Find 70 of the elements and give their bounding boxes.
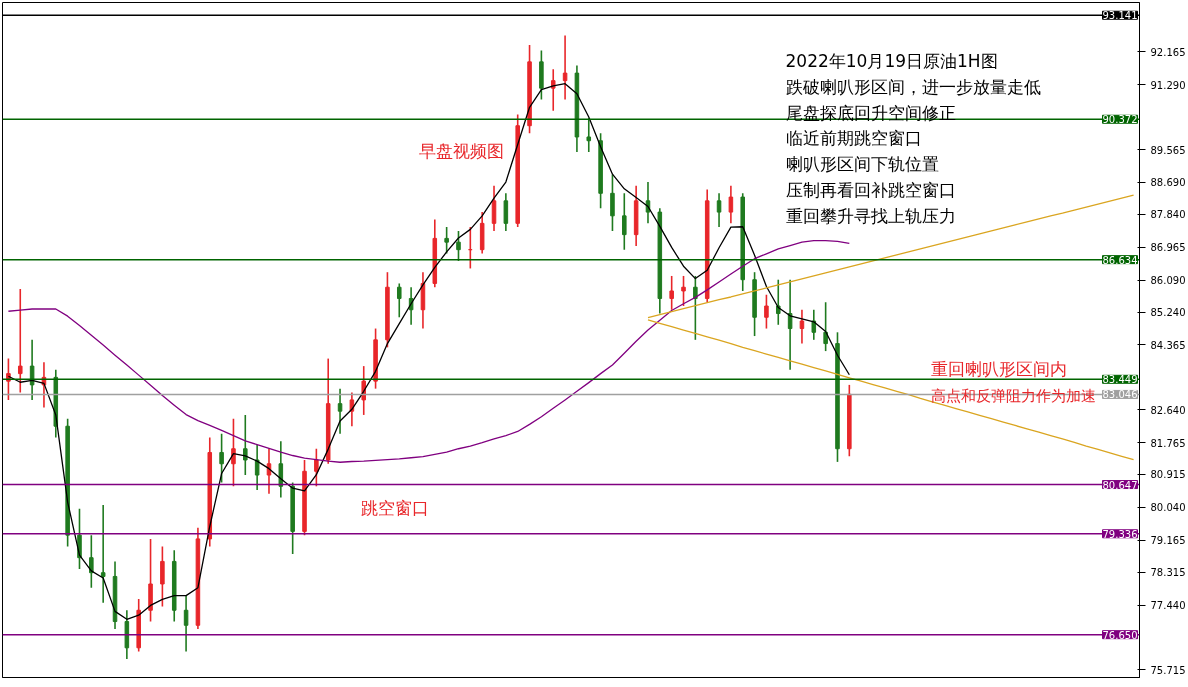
annotation: 高点和反弹阻力作为加速	[930, 386, 1096, 405]
candlestick	[681, 275, 686, 307]
annotation: 跌破喇叭形区间，进一步放量走低	[785, 76, 1041, 97]
y-tick-label: 88.690	[1150, 177, 1186, 189]
y-tick-label: 80.915	[1150, 469, 1186, 481]
annotation: 重回喇叭形区间内	[930, 358, 1067, 379]
candlestick	[811, 308, 817, 341]
y-tick-label: 82.640	[1150, 404, 1186, 416]
candlestick	[669, 275, 674, 311]
candlestick	[278, 440, 284, 499]
y-tick-label: 92.165	[1150, 46, 1186, 58]
y-tick-label: 86.965	[1150, 242, 1186, 254]
candlestick	[550, 68, 556, 112]
candlestick	[503, 192, 509, 232]
annotation: 临近前期跳空窗口	[785, 127, 922, 148]
candlestick	[823, 301, 828, 352]
ref-line-label: 93.141	[1102, 10, 1138, 22]
annotation: 喇叭形区间下轨位置	[785, 153, 939, 174]
candlestick	[728, 185, 734, 225]
candlestick	[716, 192, 722, 228]
annotation: 压制再看回补跳空窗口	[785, 179, 956, 200]
y-tick-label: 85.240	[1150, 307, 1186, 319]
candlestick	[160, 545, 165, 608]
candlestick	[693, 275, 698, 341]
candlestick	[396, 282, 402, 319]
y-tick-label: 89.565	[1150, 144, 1186, 156]
y-tick-label: 86.090	[1150, 275, 1186, 287]
y-tick-label: 80.040	[1150, 502, 1186, 514]
y-tick-label: 77.440	[1150, 600, 1186, 611]
y-tick-label: 91.290	[1150, 79, 1186, 91]
candlestick	[17, 288, 23, 394]
y-tick-label: 79.165	[1150, 535, 1186, 547]
y-tick-label: 75.715	[1150, 664, 1186, 676]
candlestick	[349, 391, 355, 428]
candlestick	[775, 278, 781, 326]
candlestick	[610, 173, 615, 232]
ref-line-label: 90.372	[1102, 114, 1138, 126]
ref-line-label: 79.336	[1102, 528, 1138, 540]
annotation: 早盘视频图	[418, 140, 504, 161]
candlestick	[29, 339, 35, 401]
y-tick-label: 81.765	[1150, 437, 1186, 449]
candlestick	[183, 594, 189, 653]
ref-line-label: 80.647	[1102, 479, 1138, 491]
candlestick	[89, 534, 94, 589]
candlestick	[337, 387, 343, 435]
y-tick-label: 87.840	[1150, 209, 1186, 221]
annotation: 跳空窗口	[360, 497, 429, 518]
candlestick	[243, 414, 248, 476]
ref-line-label: 83.046	[1102, 389, 1138, 401]
candlestick	[586, 117, 592, 153]
candlestick	[764, 293, 769, 330]
ref-line-label: 76.650	[1102, 629, 1138, 641]
candlestick	[562, 34, 568, 101]
candlestick	[219, 432, 224, 484]
candlestick	[799, 308, 805, 345]
annotation: 2022年10月19日原油1H图	[785, 50, 998, 71]
ref-line-label: 83.449	[1102, 374, 1138, 386]
candlestick	[787, 278, 793, 371]
candlestick	[254, 444, 260, 491]
ref-line-label: 86.634	[1102, 254, 1138, 266]
y-tick-label: 84.365	[1150, 339, 1186, 351]
candlestick	[231, 417, 236, 488]
candlestick	[77, 508, 82, 570]
candlestick	[314, 447, 319, 488]
annotation: 重回攀升寻找上轨压力	[785, 205, 956, 226]
annotation: 尾盘探底回升空间修正	[785, 102, 956, 123]
y-tick-label: 78.315	[1150, 567, 1186, 579]
candlestick	[456, 230, 461, 262]
candlestick	[100, 504, 106, 604]
candlestick	[622, 192, 627, 251]
